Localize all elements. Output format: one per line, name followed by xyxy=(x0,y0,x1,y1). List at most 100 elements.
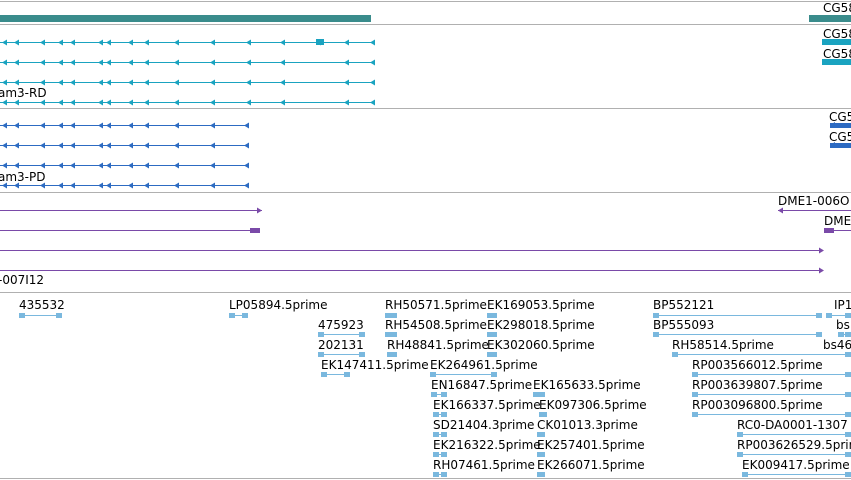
exon-arrow-left xyxy=(58,182,63,189)
est-label[interactable]: IP1 xyxy=(834,298,851,312)
exon-arrow-left xyxy=(98,79,103,86)
est-block xyxy=(433,432,439,437)
est-label[interactable]: SD21404.3prime xyxy=(433,418,535,432)
est-label[interactable]: CK01013.3prime xyxy=(537,418,638,432)
gene-label-cg-mid-2[interactable]: CG5 xyxy=(829,130,851,144)
est-label[interactable]: BP555093 xyxy=(653,318,715,332)
est-label[interactable]: EK266071.5prime xyxy=(537,458,645,472)
exon-arrow-left xyxy=(246,79,251,86)
est-block xyxy=(653,332,659,337)
est-block xyxy=(487,332,493,337)
clone-label-dme1-a[interactable]: DME1-006O xyxy=(778,194,850,208)
est-block xyxy=(385,332,391,337)
est-label[interactable]: RP003639807.5prime xyxy=(692,378,823,392)
exon-arrow-left xyxy=(70,79,75,86)
est-label[interactable]: EN16847.5prime xyxy=(431,378,533,392)
est-label[interactable]: RH48841.5prime xyxy=(387,338,489,352)
est-block xyxy=(845,472,851,477)
exon-arrow-left xyxy=(344,79,349,86)
est-block xyxy=(845,452,851,457)
est-label[interactable]: RP003626529.5prime xyxy=(737,438,851,452)
exon-arrow-right xyxy=(819,267,824,274)
est-label[interactable]: EK147411.5prime xyxy=(321,358,429,372)
gene-label-cg-top-1[interactable]: CG58 xyxy=(823,1,851,15)
est-label[interactable]: EK169053.5prime xyxy=(487,298,595,312)
est-block xyxy=(487,313,493,318)
est-block xyxy=(321,372,327,377)
est-label[interactable]: 475923 xyxy=(318,318,364,332)
est-label[interactable]: RC0-DA0001-1307 xyxy=(737,418,848,432)
est-block xyxy=(826,313,832,318)
est-label[interactable]: EK264961.5prime xyxy=(430,358,538,372)
est-block xyxy=(845,313,851,318)
exon-arrow-left xyxy=(40,122,45,129)
est-label[interactable]: RH58514.5prime xyxy=(672,338,774,352)
est-block xyxy=(242,313,248,318)
exon-arrow-left xyxy=(246,59,251,66)
exon-arrow-left xyxy=(2,59,7,66)
est-label[interactable]: EK097306.5prime xyxy=(539,398,647,412)
exon-arrow-right xyxy=(819,247,824,254)
exon-arrow-left xyxy=(244,162,249,169)
est-label[interactable]: 435532 xyxy=(19,298,65,312)
exon-arrow-left xyxy=(174,59,179,66)
exon-arrow-left xyxy=(58,142,63,149)
exon-arrow-left xyxy=(144,182,149,189)
exon-arrow-left xyxy=(58,122,63,129)
est-label[interactable]: EK165633.5prime xyxy=(533,378,641,392)
est-label[interactable]: EK216322.5prime xyxy=(433,438,541,452)
est-label[interactable]: bs46 xyxy=(823,338,851,352)
exon-arrow-left xyxy=(174,162,179,169)
exon-arrow-left xyxy=(106,39,111,46)
est-block xyxy=(491,313,497,318)
transcript-label-am3-rd[interactable]: am3-RD xyxy=(0,86,47,100)
est-block xyxy=(441,392,447,397)
exon-arrow-left xyxy=(244,182,249,189)
est-label[interactable]: LP05894.5prime xyxy=(229,298,328,312)
exon-arrow-left xyxy=(70,122,75,129)
gene-label-cg-top-2[interactable]: CG58 xyxy=(823,27,851,41)
est-block xyxy=(441,452,447,457)
exon-arrow-left xyxy=(822,39,827,45)
est-label[interactable]: EK257401.5prime xyxy=(537,438,645,452)
est-label[interactable]: EK009417.5prime xyxy=(742,458,850,472)
est-label[interactable]: EK298018.5prime xyxy=(487,318,595,332)
clone-label-dme1-b[interactable]: DME xyxy=(824,214,851,228)
exon-arrow-left xyxy=(106,99,111,106)
est-label[interactable]: BP552121 xyxy=(653,298,715,312)
est-block xyxy=(845,352,851,357)
est-label[interactable]: EK166337.5prime xyxy=(433,398,541,412)
exon-arrow-left xyxy=(144,59,149,66)
clone-label-007i12[interactable]: -007I12 xyxy=(0,273,45,287)
est-label[interactable]: 202131 xyxy=(318,338,364,352)
est-block xyxy=(845,432,851,437)
exon-arrow-left xyxy=(174,79,179,86)
est-label[interactable]: RH50571.5prime xyxy=(385,298,487,312)
est-block xyxy=(845,372,851,377)
exon-arrow-left xyxy=(210,79,215,86)
transcript-label-am3-pd[interactable]: am3-PD xyxy=(0,170,46,184)
exon-arrow-left xyxy=(106,162,111,169)
est-label[interactable]: bs xyxy=(836,318,850,332)
exon-arrow-left xyxy=(344,59,349,66)
exon-arrow-left xyxy=(778,207,783,214)
gene-label-cg-top-3[interactable]: CG58 xyxy=(823,47,851,61)
exon-arrow-left xyxy=(70,39,75,46)
exon-arrow-left xyxy=(14,79,19,86)
exon-arrow-left xyxy=(174,122,179,129)
est-block xyxy=(441,472,447,477)
est-label[interactable]: RP003566012.5prime xyxy=(692,358,823,372)
exon-arrow-left xyxy=(344,99,349,106)
est-block xyxy=(816,313,822,318)
est-label[interactable]: RP003096800.5prime xyxy=(692,398,823,412)
est-label[interactable]: RH07461.5prime xyxy=(433,458,535,472)
exon-arrow-left xyxy=(344,39,349,46)
est-label[interactable]: EK302060.5prime xyxy=(487,338,595,352)
est-label[interactable]: RH54508.5prime xyxy=(385,318,487,332)
gene-span-bar-right xyxy=(809,15,851,22)
gene-label-cg-mid-1[interactable]: CG5 xyxy=(829,110,851,124)
est-block xyxy=(56,313,62,318)
est-block xyxy=(391,352,397,357)
exon-block-right xyxy=(822,59,851,65)
